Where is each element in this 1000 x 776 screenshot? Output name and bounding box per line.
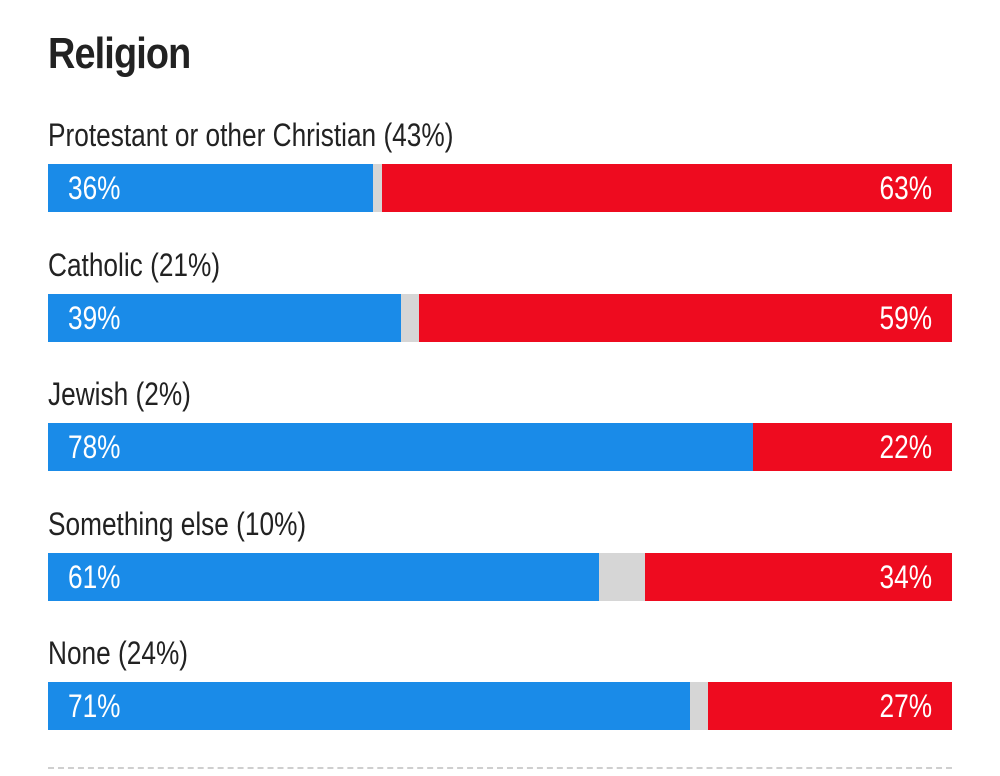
category-label: None (24%) (48, 635, 189, 671)
rep-bar-segment (753, 423, 952, 471)
rep-bar-segment (644, 553, 952, 601)
dem-bar-segment (48, 294, 401, 342)
dem-value-label: 71% (68, 688, 121, 724)
dem-value-label: 39% (68, 300, 121, 336)
stacked-bar: 71% 27% (48, 682, 952, 730)
rep-bar-segment (707, 682, 952, 730)
rep-value-label: 59% (879, 300, 932, 336)
stacked-bar: 39% 59% (48, 294, 952, 342)
rep-value-label: 34% (879, 559, 932, 595)
bar-row: Jewish (2%) 78% 22% (48, 374, 952, 474)
bar-row: Protestant or other Christian (43%) 36% 63… (48, 115, 952, 215)
chart-title: Religion (48, 29, 191, 78)
category-label: Catholic (21%) (48, 247, 221, 283)
category-label: Something else (10%) (48, 506, 307, 542)
category-label: Protestant or other Christian (43%) (48, 117, 454, 153)
bar-row: None (24%) 71% 27% (48, 633, 952, 733)
dem-bar-segment (48, 423, 754, 471)
dem-bar-segment (48, 682, 690, 730)
category-label: Jewish (2%) (48, 376, 191, 412)
rep-value-label: 22% (879, 429, 932, 465)
dem-bar-segment (48, 553, 600, 601)
stacked-bar: 78% 22% (48, 423, 952, 471)
dem-value-label: 36% (68, 170, 121, 206)
rep-value-label: 63% (879, 170, 932, 206)
rep-bar-segment (418, 294, 952, 342)
bar-row: Catholic (21%) 39% 59% (48, 245, 952, 345)
dashed-divider (48, 767, 952, 769)
dem-value-label: 61% (68, 559, 121, 595)
dem-bar-segment (48, 164, 374, 212)
bar-row: Something else (10%) 61% 34% (48, 504, 952, 604)
stacked-bar: 61% 34% (48, 553, 952, 601)
dem-value-label: 78% (68, 429, 121, 465)
rep-value-label: 27% (879, 688, 932, 724)
stacked-bar: 36% 63% (48, 164, 952, 212)
rep-bar-segment (382, 164, 952, 212)
